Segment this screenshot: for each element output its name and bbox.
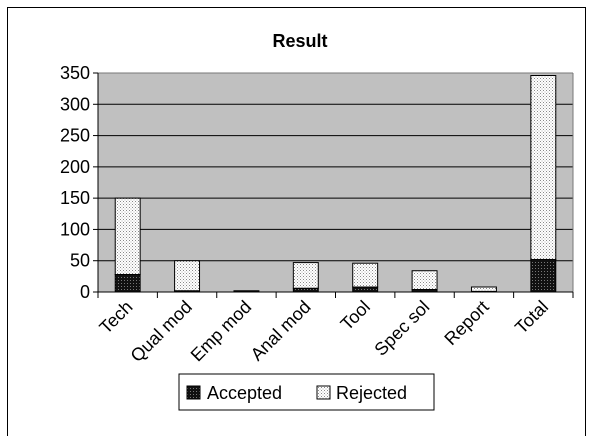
x-tick-label: Total <box>511 297 552 338</box>
plot-background <box>98 73 573 292</box>
x-tick-label: Emp mod <box>187 297 256 366</box>
legend-label-rejected: Rejected <box>336 383 407 403</box>
bar-rejected-total <box>530 75 557 260</box>
x-tick-label: Report <box>440 297 492 349</box>
y-tick-label: 100 <box>60 219 90 239</box>
bar-rejected-qual-mod <box>174 260 201 292</box>
bar-accepted-emp-mod <box>233 290 260 293</box>
bar-rejected-tech <box>114 197 141 275</box>
y-tick-label: 300 <box>60 94 90 114</box>
bar-rejected-tool <box>352 262 379 288</box>
x-tick-label: Tech <box>95 297 136 338</box>
bar-accepted-total <box>530 258 557 293</box>
bar-accepted-tech <box>114 273 141 293</box>
y-tick-label: 150 <box>60 188 90 208</box>
x-tick-label: Tool <box>337 297 374 334</box>
bar-rejected-spec-sol <box>411 270 438 290</box>
bar-rejected-report <box>470 286 497 292</box>
legend-label-accepted: Accepted <box>207 383 282 403</box>
legend: Accepted Rejected <box>178 373 435 411</box>
y-axis: 0 50 100 150 200 250 300 350 <box>60 63 99 302</box>
y-tick-label: 350 <box>60 63 90 83</box>
x-tick-label: Anal mod <box>247 297 315 365</box>
chart-title: Result <box>272 31 327 51</box>
x-tick-label: Qual mod <box>127 297 196 366</box>
legend-swatch-rejected <box>316 385 331 400</box>
plot-area <box>98 72 574 292</box>
y-tick-label: 0 <box>80 282 90 302</box>
y-tick-label: 200 <box>60 157 90 177</box>
legend-box <box>178 373 435 411</box>
bar-rejected-anal-mod <box>292 262 319 289</box>
legend-swatch-accepted <box>186 385 201 400</box>
bar-accepted-tool <box>352 286 379 293</box>
y-tick-label: 250 <box>60 126 90 146</box>
bar-accepted-anal-mod <box>292 287 319 293</box>
x-tick-label: Spec sol <box>370 297 433 360</box>
y-tick-label: 50 <box>70 251 90 271</box>
bars <box>114 75 557 293</box>
